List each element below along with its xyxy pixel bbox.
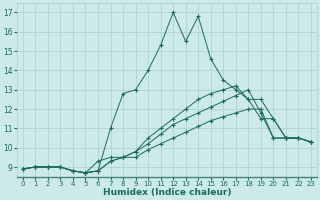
X-axis label: Humidex (Indice chaleur): Humidex (Indice chaleur) xyxy=(103,188,231,197)
